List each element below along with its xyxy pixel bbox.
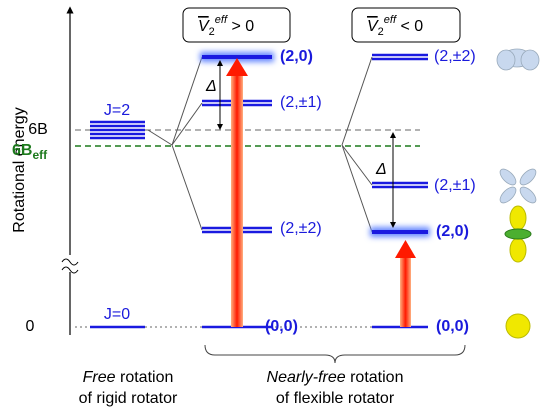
level-label: (2,±1) [434, 177, 476, 194]
box-label: V2eff > 0 [198, 14, 254, 38]
caption: of flexible rotator [276, 390, 395, 407]
text: rotation [116, 369, 174, 386]
text: 2 [209, 26, 215, 38]
level-label: (2,±1) [280, 94, 322, 111]
text: rotation [346, 369, 404, 386]
tick-label: 6B [28, 121, 48, 138]
caption: Free rotation [83, 369, 174, 386]
transition-arrow [231, 74, 243, 327]
text: > 0 [227, 18, 254, 35]
level-label: (2,0) [436, 223, 469, 240]
caption: Nearly-free rotation [267, 369, 404, 386]
orbital-icon [497, 49, 539, 206]
diagram: Rotational energy 6B 6Beff 0 J=2 J=0 V2e… [0, 0, 554, 414]
transition-arrow [395, 240, 416, 258]
text: eff [215, 14, 228, 26]
axis-break [62, 259, 78, 273]
tick-label: 0 [26, 318, 35, 335]
level-label: (0,0) [436, 318, 469, 335]
level-label: J=2 [104, 102, 130, 119]
gap-label: Δ [205, 78, 217, 95]
text: Free [83, 369, 116, 386]
text: 6B [12, 142, 32, 159]
text: Nearly-free [267, 369, 346, 386]
text: eff [32, 148, 48, 162]
brace [205, 345, 465, 363]
axis-label: Rotational energy [11, 107, 28, 232]
transition-arrow [400, 256, 411, 327]
level-label: J=0 [104, 306, 130, 323]
tick-label: 6Beff [12, 142, 48, 162]
connector [342, 57, 372, 232]
level-label: (2,±2) [280, 220, 322, 237]
text: eff [384, 14, 397, 26]
connector [148, 57, 202, 230]
gap-label: Δ [375, 161, 387, 178]
caption: of rigid rotator [79, 390, 178, 407]
page: Rotational energy 6B 6Beff 0 J=2 J=0 V2e… [0, 0, 554, 419]
level-label: (2,±2) [434, 48, 476, 65]
level-label: (0,0) [265, 318, 298, 335]
orbital-icon [505, 206, 531, 338]
text: 2 [378, 26, 384, 38]
box-label: V2eff < 0 [367, 14, 423, 38]
level-label: (2,0) [280, 48, 313, 65]
levels [90, 122, 145, 327]
text: < 0 [396, 18, 423, 35]
